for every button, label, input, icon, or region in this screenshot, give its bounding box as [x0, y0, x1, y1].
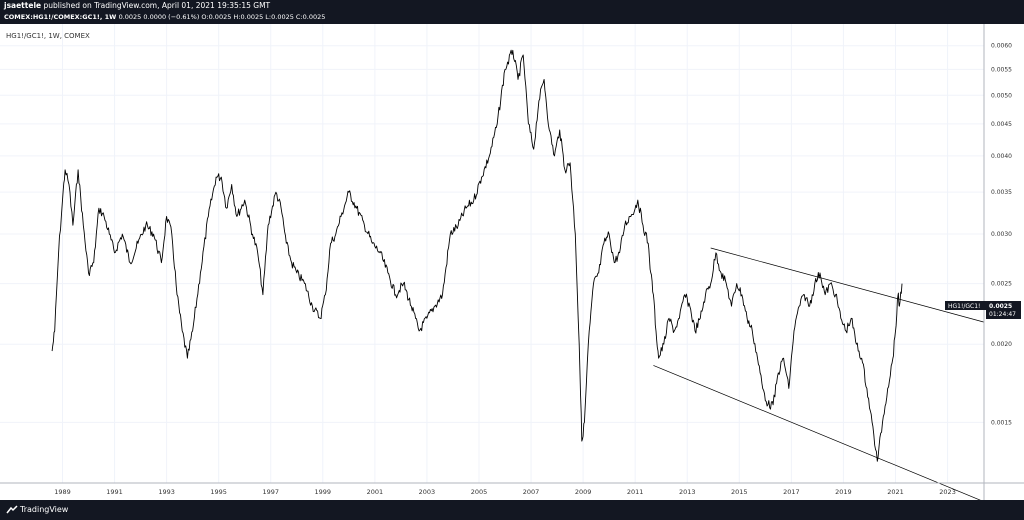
grid [0, 24, 984, 483]
x-tick-label: 1991 [106, 488, 123, 496]
y-tick-label: 0.0060 [991, 43, 1012, 50]
y-tick-label: 0.0030 [991, 231, 1012, 238]
trendlines [653, 247, 985, 500]
x-tick-label: 1989 [54, 488, 71, 496]
x-tick-label: 2001 [367, 488, 384, 496]
publish-info: jsaettele published on TradingView.com, … [4, 1, 270, 11]
symbol-tag: HG1!/GC1! 0.0025 01:24:47 [945, 301, 1021, 319]
publish-header: jsaettele published on TradingView.com, … [0, 0, 1024, 24]
x-tick-label: 2013 [679, 488, 696, 496]
trendline[interactable] [653, 365, 984, 500]
chart-title: HG1!/GC1!, 1W, COMEX [6, 32, 90, 40]
x-tick-label: 2023 [939, 488, 956, 496]
y-tick-label: 0.0055 [991, 66, 1012, 73]
tradingview-logo-icon[interactable] [6, 504, 18, 516]
price-tag-value: 0.0025 [989, 303, 1012, 310]
symbol-label: COMEX:HG1!/COMEX:GC1!, 1W [4, 13, 117, 21]
symbol-line: COMEX:HG1!/COMEX:GC1!, 1W 0.0025 0.0000 … [4, 12, 325, 22]
price-scale[interactable]: 0.0060 0.0055 0.0050 0.0045 0.0040 0.0035 0.00… [991, 43, 1012, 427]
x-tick-label: 2003 [419, 488, 436, 496]
trendline[interactable] [710, 247, 985, 323]
price-chart[interactable]: HG1!/GC1!, 1W, COMEX 0.00600.00550.00500… [0, 24, 1024, 500]
x-tick-label: 2015 [731, 488, 748, 496]
x-tick-label: 2019 [835, 488, 852, 496]
x-tick-label: 1995 [210, 488, 227, 496]
time-scale[interactable]: 1989 1991 1993 1995 1997 1999 2001 2003 2005 2007… [54, 488, 956, 496]
x-tick-label: 2005 [471, 488, 488, 496]
footer: TradingView [0, 500, 1024, 520]
x-tick-label: 1993 [158, 488, 175, 496]
brand-name[interactable]: TradingView [20, 505, 69, 514]
x-tick-label: 1999 [315, 488, 332, 496]
countdown: 01:24:47 [989, 311, 1016, 318]
y-tick-label: 0.0020 [991, 341, 1012, 348]
y-tick-label: 0.0015 [991, 419, 1012, 426]
series-line [51, 49, 903, 462]
y-tick-label: 0.0025 [991, 281, 1012, 288]
ohlc-values: 0.0025 0.0000 (−0.61%) O:0.0025 H:0.0025… [118, 13, 326, 21]
x-tick-label: 2007 [523, 488, 540, 496]
x-tick-label: 2017 [783, 488, 800, 496]
x-tick-label: 2021 [887, 488, 904, 496]
publisher-name[interactable]: jsaettele [4, 1, 42, 10]
x-tick-label: 1997 [262, 488, 279, 496]
y-tick-label: 0.0035 [991, 189, 1012, 196]
y-tick-label: 0.0050 [991, 92, 1012, 99]
y-tick-label: 0.0045 [991, 121, 1012, 128]
symbol-tag-label: HG1!/GC1! [948, 303, 980, 310]
x-tick-label: 2011 [627, 488, 644, 496]
x-tick-label: 2009 [575, 488, 592, 496]
published-text: published on TradingView.com, April 01, … [43, 1, 271, 10]
y-tick-label: 0.0040 [991, 153, 1012, 160]
